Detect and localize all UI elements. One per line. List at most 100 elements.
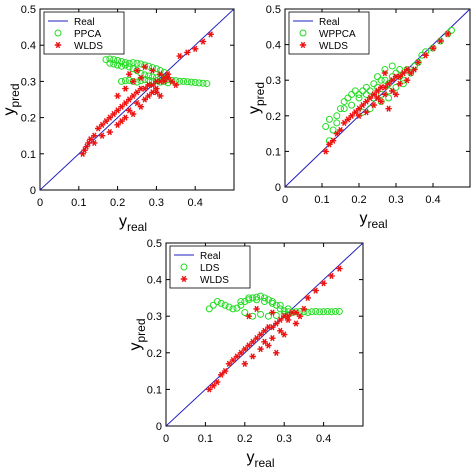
chart-panel-1: 0 0.1 0.2 0.3 0.4 0 0.1 0.2 0.3 0.4 0.5 yreal ypred R… bbox=[1, 4, 235, 234]
y-tick-label: 0.3 bbox=[21, 76, 36, 88]
circle-marker-point bbox=[176, 77, 184, 85]
circle-marker-point bbox=[304, 309, 312, 317]
x-tick-label: 0 bbox=[37, 197, 43, 209]
star-marker-point bbox=[392, 91, 400, 98]
circle-marker-point bbox=[366, 87, 374, 95]
circle-marker-point bbox=[121, 59, 129, 67]
circle-marker-point bbox=[381, 66, 389, 74]
legend-star-swatch bbox=[299, 41, 307, 49]
plot-area bbox=[285, 9, 470, 187]
circle-marker-point bbox=[264, 312, 272, 320]
star-marker-point bbox=[374, 87, 381, 95]
star-marker-point bbox=[269, 335, 276, 342]
circle-marker-point bbox=[322, 122, 330, 130]
star-marker-point bbox=[106, 114, 113, 121]
star-marker-point bbox=[269, 324, 276, 331]
y-tick-label: 0 bbox=[30, 185, 36, 197]
y-tick-label: 0.3 bbox=[266, 75, 281, 87]
circle-marker-point bbox=[257, 292, 265, 300]
circle-marker-point bbox=[392, 83, 400, 91]
x-tick-label: 0.4 bbox=[316, 433, 331, 445]
y-tick-label: 0.5 bbox=[21, 4, 36, 16]
y-tick-label: 0.1 bbox=[147, 384, 162, 396]
circle-marker-point bbox=[362, 90, 370, 98]
circle-marker-point bbox=[261, 298, 268, 306]
circle-marker-point bbox=[187, 78, 195, 86]
circle-marker-point bbox=[335, 307, 343, 315]
star-marker-point bbox=[337, 126, 344, 134]
star-marker-point bbox=[292, 309, 300, 316]
star-marker-point bbox=[192, 45, 199, 52]
star-marker-point bbox=[129, 110, 137, 118]
y-axis-label-subscript: pred bbox=[134, 318, 148, 342]
circle-marker-point bbox=[340, 98, 348, 106]
y-axis-label-subscript: pred bbox=[8, 83, 22, 107]
star-marker-point bbox=[176, 52, 183, 60]
circle-marker-point bbox=[114, 61, 122, 69]
star-marker-point bbox=[98, 121, 106, 128]
star-marker-point bbox=[411, 66, 418, 73]
star-marker-point bbox=[91, 132, 98, 139]
star-marker-point bbox=[389, 77, 396, 84]
x-axis-label: yreal bbox=[119, 213, 147, 234]
circle-marker-point bbox=[268, 299, 276, 307]
circle-marker-point bbox=[370, 80, 378, 88]
star-marker-point bbox=[355, 112, 363, 119]
star-marker-point bbox=[253, 305, 260, 313]
star-marker-point bbox=[296, 313, 304, 320]
circle-marker-point bbox=[261, 294, 268, 302]
star-marker-point bbox=[359, 101, 366, 109]
star-marker-point bbox=[145, 92, 152, 100]
star-marker-point bbox=[422, 52, 429, 59]
star-marker-point bbox=[415, 59, 422, 66]
x-tick-label: 0.1 bbox=[314, 194, 329, 206]
circle-marker-point bbox=[137, 60, 145, 68]
circle-marker-point bbox=[340, 105, 348, 113]
legend-label: WLDS bbox=[200, 275, 229, 286]
y-tick-label: 0.1 bbox=[21, 149, 36, 161]
circle-marker-point bbox=[381, 76, 389, 84]
star-marker-point bbox=[253, 335, 260, 342]
y-tick-label: 0.2 bbox=[147, 348, 162, 360]
star-marker-point bbox=[157, 92, 164, 100]
circle-marker-point bbox=[331, 307, 339, 315]
circle-marker-point bbox=[324, 307, 332, 315]
y-axis-label-subscript: pred bbox=[253, 82, 267, 106]
circle-marker-point bbox=[448, 26, 455, 34]
star-marker-point bbox=[91, 139, 98, 147]
plot-frame bbox=[165, 242, 364, 427]
x-tick-label: 0.4 bbox=[425, 194, 440, 206]
y-tick-label: 0 bbox=[156, 421, 162, 433]
circle-marker-point bbox=[348, 101, 356, 109]
plot-frame bbox=[284, 8, 471, 188]
circle-marker-point bbox=[366, 105, 374, 113]
x-tick-label: 0.2 bbox=[351, 194, 366, 206]
circle-marker-point bbox=[264, 296, 272, 304]
star-marker-point bbox=[269, 309, 276, 316]
y-tick-label: 0.5 bbox=[266, 4, 281, 16]
x-tick-label: 0.2 bbox=[110, 197, 125, 209]
star-marker-point bbox=[149, 67, 156, 74]
star-marker-point bbox=[370, 101, 377, 109]
x-axis-label-subscript: real bbox=[127, 220, 147, 234]
circle-marker-point bbox=[125, 63, 133, 71]
star-marker-point bbox=[355, 105, 363, 112]
star-marker-point bbox=[385, 80, 392, 87]
legend-label: WPPCA bbox=[319, 29, 356, 40]
star-marker-point bbox=[157, 71, 164, 78]
star-marker-point bbox=[106, 128, 113, 136]
star-marker-point bbox=[326, 141, 333, 148]
circle-marker-point bbox=[141, 71, 149, 79]
star-marker-point bbox=[168, 78, 176, 85]
legend-circle-swatch bbox=[54, 29, 62, 37]
circle-marker-point bbox=[106, 55, 114, 63]
y-tick-label: 0 bbox=[275, 182, 281, 194]
star-marker-point bbox=[141, 96, 148, 103]
star-marker-point bbox=[133, 99, 141, 107]
circle-marker-point bbox=[217, 299, 225, 307]
star-marker-point bbox=[118, 103, 125, 110]
circle-marker-point bbox=[191, 78, 199, 86]
circle-marker-point bbox=[199, 79, 207, 87]
plot-area bbox=[166, 243, 363, 426]
